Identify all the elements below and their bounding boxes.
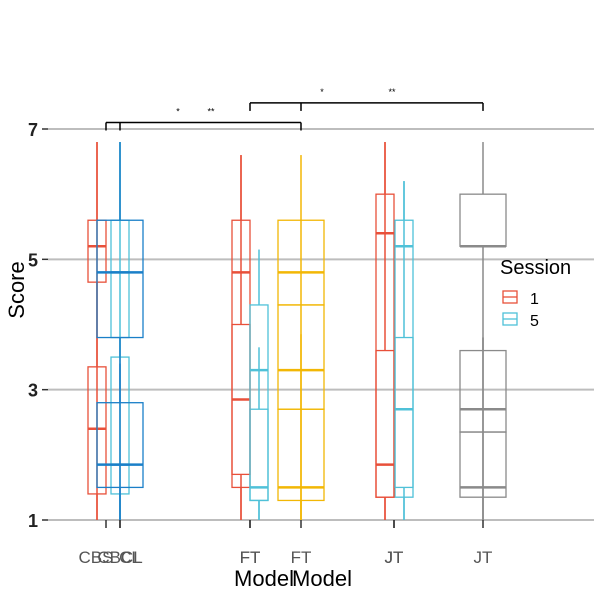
x-tick-label-jt-0: JT xyxy=(385,548,404,567)
box-layer-1 xyxy=(87,142,414,520)
box-iqr xyxy=(375,193,395,498)
legend: Session 1 5 xyxy=(500,257,571,330)
box-layer-2 xyxy=(96,142,507,520)
box-jt-5 xyxy=(394,181,414,520)
box-iqr xyxy=(277,219,325,306)
box-ft-5 xyxy=(249,347,269,520)
significance-label: * xyxy=(176,106,180,116)
x-tick-label-cbs-1: CBS xyxy=(79,548,114,567)
box-iqr xyxy=(96,219,144,339)
x-tick-label-jt-2: JT xyxy=(474,548,493,567)
box-ft-1 xyxy=(231,155,251,520)
box-iqr xyxy=(459,193,507,247)
bracket-cbcl-ft: * ** xyxy=(105,106,302,131)
y-tick-label-5: 5 xyxy=(28,250,38,270)
legend-title: Session xyxy=(500,257,571,279)
bracket-ft-jt: * ** xyxy=(249,87,484,111)
significance-label: ** xyxy=(388,87,396,97)
x-tick-label-jt-1: JT xyxy=(385,548,404,567)
y-axis-title: Score xyxy=(4,261,29,318)
box-jt-1 xyxy=(375,142,395,520)
significance-brackets: * *** ** xyxy=(105,87,484,131)
legend-entry-1: 1 xyxy=(502,290,539,308)
boxes xyxy=(87,142,507,520)
box-iqr xyxy=(394,219,414,489)
legend-label-5: 5 xyxy=(530,313,539,330)
box-cbcl-1 xyxy=(96,142,144,520)
box-jt-5 xyxy=(394,181,414,520)
grid-lines xyxy=(48,128,594,521)
box-iqr xyxy=(231,323,251,489)
x-tick-label-cl-0: CL xyxy=(119,548,141,567)
box-iqr xyxy=(375,349,395,498)
y-tick-label-7: 7 xyxy=(28,120,38,140)
legend-entry-5: 5 xyxy=(502,312,539,330)
box-ft-2 xyxy=(277,155,325,520)
x-tick-label-ft-2: FT xyxy=(291,548,312,567)
y-tick-label-3: 3 xyxy=(28,381,38,401)
legend-label-1: 1 xyxy=(530,291,539,308)
x-axis-title-overlay: Model xyxy=(292,566,352,591)
y-tick-label-1: 1 xyxy=(28,511,38,531)
x-axis-title: Model xyxy=(234,566,294,591)
x-tick-label-ft-0: FT xyxy=(240,548,261,567)
box-iqr xyxy=(249,304,269,502)
significance-label: * xyxy=(320,87,324,97)
box-iqr xyxy=(394,336,414,498)
box-ft-5 xyxy=(249,249,269,520)
box-jt-2 xyxy=(459,142,507,520)
x-tick-label-ft-1: FT xyxy=(240,548,261,567)
y-axis-ticks: 1 3 5 7 xyxy=(28,120,48,531)
x-tick-label-cbcl-2: CBCL xyxy=(97,548,142,567)
box-jt-1 xyxy=(375,142,395,520)
significance-label: ** xyxy=(207,106,215,116)
